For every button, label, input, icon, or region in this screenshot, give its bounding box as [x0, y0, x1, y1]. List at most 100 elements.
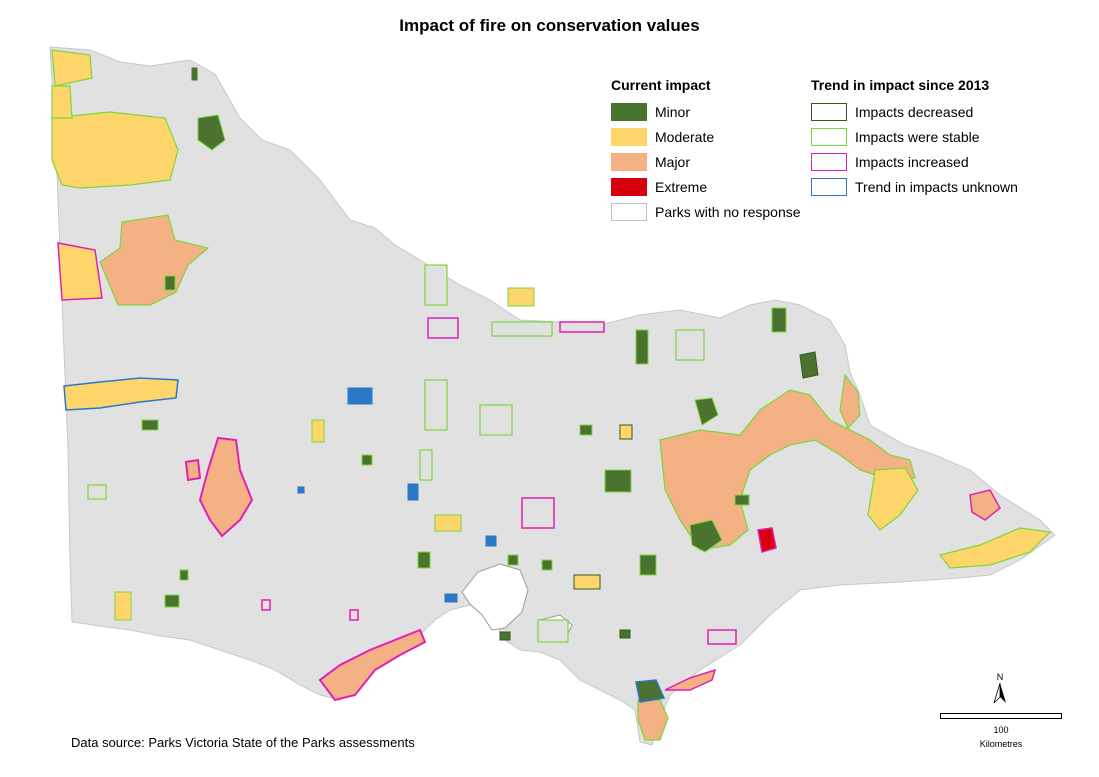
park-minor-top: [191, 67, 198, 81]
park-moderate-nw-top: [51, 49, 93, 87]
legend-label-major: Major: [655, 153, 691, 170]
park-major-prom-coast: [664, 668, 717, 691]
park-moderate-mallee-cliffs: [507, 287, 535, 307]
scale-value: 100: [993, 725, 1009, 735]
park-stable-5: [419, 449, 433, 481]
legend-current-heading: Current impact: [611, 77, 711, 93]
park-minor-eildon: [689, 519, 723, 553]
park-major-otways: [318, 628, 427, 702]
swatch-unknown: [811, 177, 847, 196]
legend-item-no-response: Parks with no response: [611, 199, 801, 224]
park-minor-mornington: [499, 631, 511, 641]
swatch-increased: [811, 152, 847, 171]
legend-trend-heading: Trend in impact since 2013: [811, 77, 990, 93]
park-stable-2: [479, 404, 513, 436]
park-stable-1: [424, 379, 448, 431]
park-major-grampians: [198, 436, 254, 538]
park-major-north-east: [839, 373, 861, 430]
park-moderate-warby: [619, 424, 633, 440]
park-moderate-mid: [434, 514, 462, 532]
data-source: Data source: Parks Victoria State of the…: [71, 735, 415, 750]
park-major-wyperfeld: [99, 214, 210, 306]
north-arrow: N: [990, 672, 1010, 709]
legend-trend: Trend in impact since 2013 Impacts decre…: [811, 77, 1018, 199]
park-minor-sw-2: [179, 569, 189, 581]
park-moderate-central-east: [573, 574, 601, 590]
legend-item-decreased: Impacts decreased: [811, 99, 1018, 124]
park-minor-gippsland: [619, 629, 631, 639]
legend-label-moderate: Moderate: [655, 128, 715, 145]
swatch-major: [611, 152, 647, 171]
north-arrow-icon: [993, 682, 1006, 704]
legend-label-unknown: Trend in impacts unknown: [855, 178, 1018, 195]
legend-current-impact: Current impact Minor Moderate Major Extr…: [611, 77, 801, 224]
legend-item-increased: Impacts increased: [811, 149, 1018, 174]
park-minor-lerderderg: [507, 554, 519, 566]
port-phillip-bay: [461, 563, 529, 631]
park-major-errinundra: [969, 489, 1001, 521]
legend-label-increased: Impacts increased: [855, 153, 969, 170]
legend-item-stable: Impacts were stable: [811, 124, 1018, 149]
park-stable-6: [537, 619, 569, 643]
park-major-grampians-west: [184, 458, 202, 482]
park-moderate-bigdesert: [57, 242, 103, 301]
legend-item-unknown: Trend in impacts unknown: [811, 174, 1018, 199]
scale-bar-graphic: [940, 713, 1062, 719]
legend-label-no-response: Parks with no response: [655, 203, 801, 220]
park-unknown-3: [485, 535, 497, 547]
park-unknown-2: [407, 483, 419, 501]
park-minor-chiltern: [799, 351, 819, 379]
park-moderate-snowy: [867, 467, 919, 531]
park-moderate-croajingolong: [938, 527, 1052, 569]
park-stable-8: [491, 321, 553, 337]
park-moderate-little-desert: [63, 377, 179, 411]
park-unknown-5: [297, 486, 305, 494]
park-increased-sw-2: [349, 609, 359, 621]
legend-item-extreme: Extreme: [611, 174, 801, 199]
park-minor-wilsons-north: [635, 679, 666, 703]
swatch-stable: [811, 127, 847, 146]
park-moderate-southwest: [114, 591, 132, 621]
park-minor-kinglake: [639, 554, 657, 576]
park-minor-mt-buffalo: [694, 397, 719, 426]
legend-label-decreased: Impacts decreased: [855, 103, 974, 120]
park-minor-box-ironbark: [417, 551, 431, 569]
park-increased-mid-3: [559, 321, 605, 333]
park-stable-7: [87, 484, 107, 500]
park-extreme-baw-baw: [757, 527, 777, 553]
park-moderate-nw-strip: [51, 85, 73, 119]
park-minor-murray: [771, 307, 787, 333]
legend-item-moderate: Moderate: [611, 124, 801, 149]
swatch-minor: [611, 102, 647, 121]
park-unknown-1: [347, 387, 373, 405]
scale-unit: Kilometres: [979, 739, 1023, 749]
park-increased-mid-1: [521, 497, 555, 529]
park-increased-mid-4: [707, 629, 737, 645]
park-moderate-sunset: [51, 111, 179, 189]
legend-label-extreme: Extreme: [655, 178, 708, 195]
swatch-moderate: [611, 127, 647, 146]
park-moderate-central: [311, 419, 325, 443]
park-minor-sw-4: [164, 275, 176, 291]
park-minor-strathbogie: [604, 469, 632, 493]
park-minor-bendigo: [361, 454, 373, 466]
legend-label-stable: Impacts were stable: [855, 128, 980, 145]
park-stable-4: [424, 264, 448, 306]
north-label: N: [996, 672, 1004, 682]
legend-item-major: Major: [611, 149, 801, 174]
park-minor-hattah: [197, 114, 226, 151]
park-minor-yellingbo: [734, 494, 750, 506]
swatch-extreme: [611, 177, 647, 196]
park-minor-dandenong: [541, 559, 553, 571]
legend-label-minor: Minor: [655, 103, 691, 120]
park-stable-3: [675, 329, 705, 361]
park-major-wilsons-prom: [637, 699, 669, 741]
park-increased-sw-1: [261, 599, 271, 611]
park-minor-greater-bendigo: [579, 424, 593, 436]
swatch-decreased: [811, 102, 847, 121]
legend-item-minor: Minor: [611, 99, 801, 124]
park-minor-sw-1: [164, 594, 180, 608]
park-increased-mid-2: [427, 317, 459, 339]
map-title: Impact of fire on conservation values: [399, 16, 700, 35]
park-unknown-4: [444, 593, 458, 603]
